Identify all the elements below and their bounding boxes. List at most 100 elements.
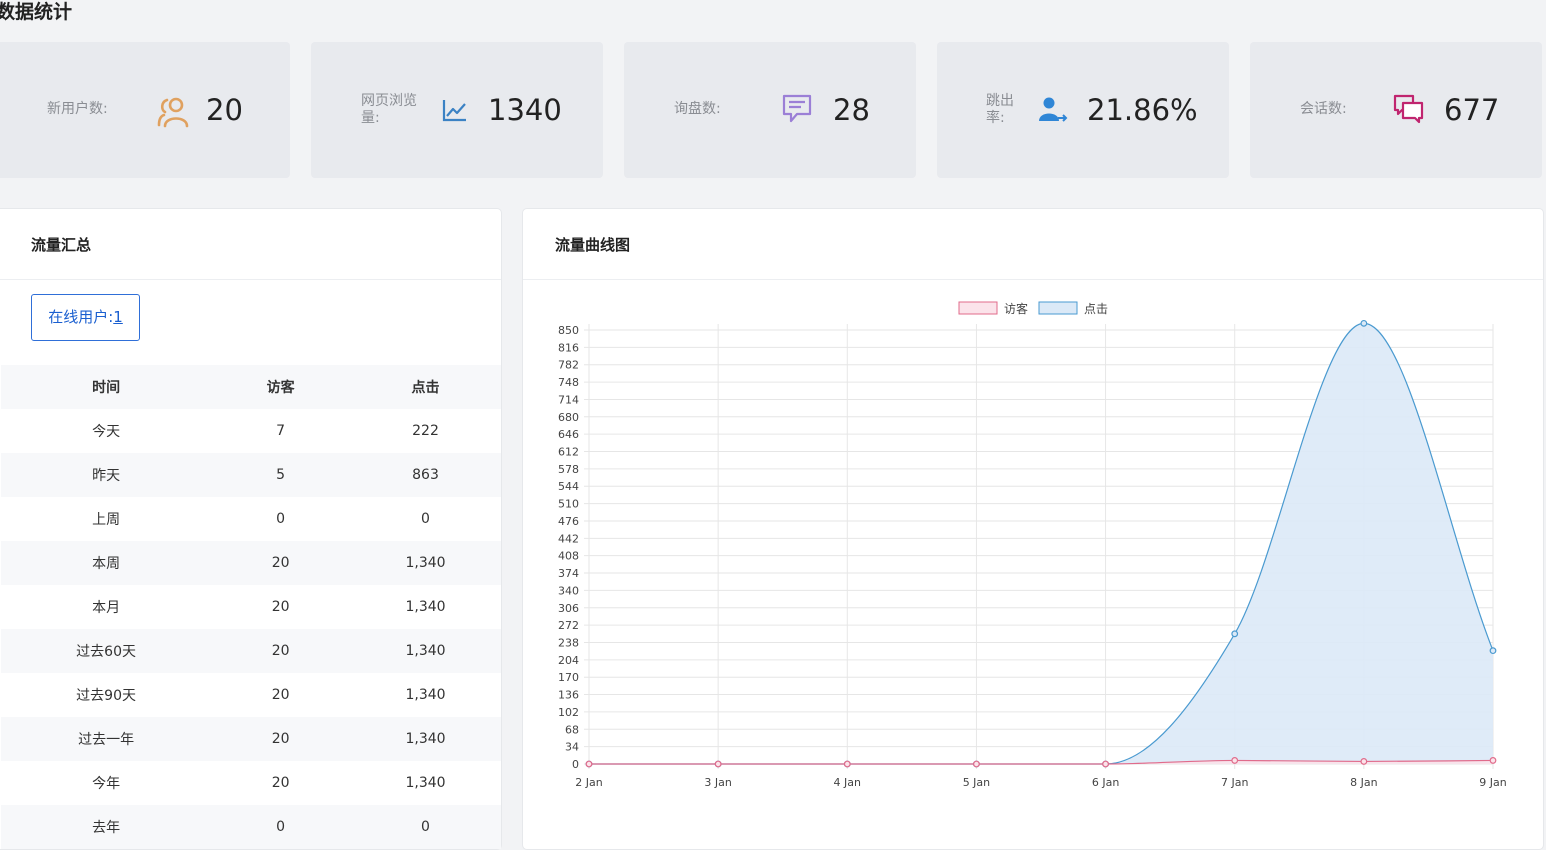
data-point (1231, 630, 1239, 638)
y-tick-label: 136 (558, 689, 579, 702)
x-tick-label: 5 Jan (963, 776, 990, 789)
row-clicks: 1,340 (350, 585, 501, 629)
traffic-line-chart: 0 34 68 102 136 170 204 238 272 306 340 374 408 442 47… (558, 301, 1507, 789)
row-clicks: 222 (350, 409, 501, 453)
row-clicks: 1,340 (350, 629, 501, 673)
row-visitors: 20 (211, 673, 351, 717)
row-clicks: 863 (350, 453, 501, 497)
y-tick-label: 850 (558, 324, 579, 337)
stat-label: 询盘数: (674, 101, 721, 117)
table-row: 本月 20 1,340 (1, 585, 501, 629)
y-tick-label: 340 (558, 584, 579, 597)
stat-value: 28 (833, 93, 870, 127)
table-row: 昨天 5 863 (1, 453, 501, 497)
row-period: 今天 (1, 409, 212, 453)
online-users-label: 在线用户: (48, 308, 114, 326)
stat-label: 跳出率: (986, 93, 1014, 126)
row-visitors: 0 (211, 805, 351, 849)
row-period: 过去90天 (1, 673, 212, 717)
y-tick-label: 204 (558, 654, 579, 667)
table-row: 上周 0 0 (1, 497, 501, 541)
y-tick-label: 34 (565, 741, 579, 754)
online-users-button[interactable]: 在线用户:1 (31, 294, 140, 341)
stat-card-page-views: 网页浏览量: 1340 (311, 42, 603, 178)
y-tick-label: 544 (558, 480, 579, 493)
table-row: 去年 0 0 (1, 805, 501, 849)
y-tick-label: 816 (558, 341, 579, 354)
table-row: 过去一年 20 1,340 (1, 717, 501, 761)
stat-label: 会话数: (1300, 101, 1347, 117)
row-period: 本周 (1, 541, 212, 585)
row-visitors: 20 (211, 585, 351, 629)
legend-label: 点击 (1084, 302, 1108, 316)
y-tick-label: 578 (558, 463, 579, 476)
user-exit-icon (1039, 97, 1069, 123)
y-tick-label: 612 (558, 446, 579, 459)
y-tick-label: 782 (558, 359, 579, 372)
data-point (714, 760, 722, 768)
stat-value: 677 (1444, 93, 1500, 127)
row-period: 本月 (1, 585, 212, 629)
row-clicks: 0 (350, 805, 501, 849)
conversation-icon (1393, 94, 1425, 124)
legend-label: 访客 (1004, 301, 1028, 316)
y-tick-label: 306 (558, 602, 579, 615)
row-visitors: 20 (211, 761, 351, 805)
stat-card-bounce-rate: 跳出率: 21.86% (937, 42, 1229, 178)
row-period: 过去60天 (1, 629, 212, 673)
stat-label: 网页浏览量: (361, 93, 417, 126)
stat-value: 21.86% (1087, 93, 1198, 127)
y-tick-label: 646 (558, 428, 579, 441)
stat-card-inquiries: 询盘数: 28 (624, 42, 916, 178)
row-period: 过去一年 (1, 717, 212, 761)
row-visitors: 5 (211, 453, 351, 497)
data-point (1360, 319, 1368, 327)
column-header-clicks: 点击 (350, 365, 501, 409)
panel-title: 流量曲线图 (555, 236, 631, 254)
divider (0, 279, 501, 280)
series-area (589, 760, 1493, 764)
stat-card-sessions: 会话数: 677 (1250, 42, 1542, 178)
online-users-count[interactable]: 1 (113, 308, 123, 326)
table-row: 今年 20 1,340 (1, 761, 501, 805)
row-visitors: 7 (211, 409, 351, 453)
y-tick-label: 714 (558, 393, 579, 406)
y-tick-label: 408 (558, 550, 579, 563)
row-visitors: 20 (211, 629, 351, 673)
table-row: 过去90天 20 1,340 (1, 673, 501, 717)
stat-label: 新用户数: (47, 101, 108, 117)
y-tick-label: 0 (572, 758, 579, 771)
row-period: 上周 (1, 497, 212, 541)
data-point (843, 760, 851, 768)
stat-value: 20 (206, 93, 243, 127)
data-point (585, 760, 593, 768)
row-clicks: 0 (350, 497, 501, 541)
row-period: 昨天 (1, 453, 212, 497)
data-point (1360, 758, 1368, 765)
y-tick-label: 272 (558, 619, 579, 632)
page-title: 数据统计 (0, 1, 73, 23)
table-row: 今天 7 222 (1, 409, 501, 453)
y-tick-label: 68 (565, 723, 579, 736)
row-visitors: 20 (211, 541, 351, 585)
row-clicks: 1,340 (350, 541, 501, 585)
x-tick-label: 8 Jan (1350, 776, 1377, 789)
data-point (1489, 647, 1497, 655)
x-tick-label: 3 Jan (704, 776, 731, 789)
table-header-row: 时间 访客 点击 (1, 365, 501, 409)
y-tick-label: 442 (558, 532, 579, 545)
x-tick-label: 6 Jan (1092, 776, 1119, 789)
traffic-summary-panel: 流量汇总 在线用户:1 时间 访客 点击 今天 7 222 昨天 5 863 上周 0 0 … (0, 208, 502, 850)
column-header-time: 时间 (1, 365, 212, 409)
data-point (1231, 757, 1239, 764)
divider (523, 279, 1543, 280)
x-tick-label: 7 Jan (1221, 776, 1248, 789)
legend-swatch (1038, 301, 1078, 315)
y-tick-label: 374 (558, 567, 579, 580)
data-point (973, 760, 980, 768)
table-row: 过去60天 20 1,340 (1, 629, 501, 673)
column-header-visitors: 访客 (211, 365, 351, 409)
x-tick-label: 4 Jan (834, 776, 861, 789)
row-period: 去年 (1, 805, 212, 849)
row-visitors: 0 (211, 497, 351, 541)
